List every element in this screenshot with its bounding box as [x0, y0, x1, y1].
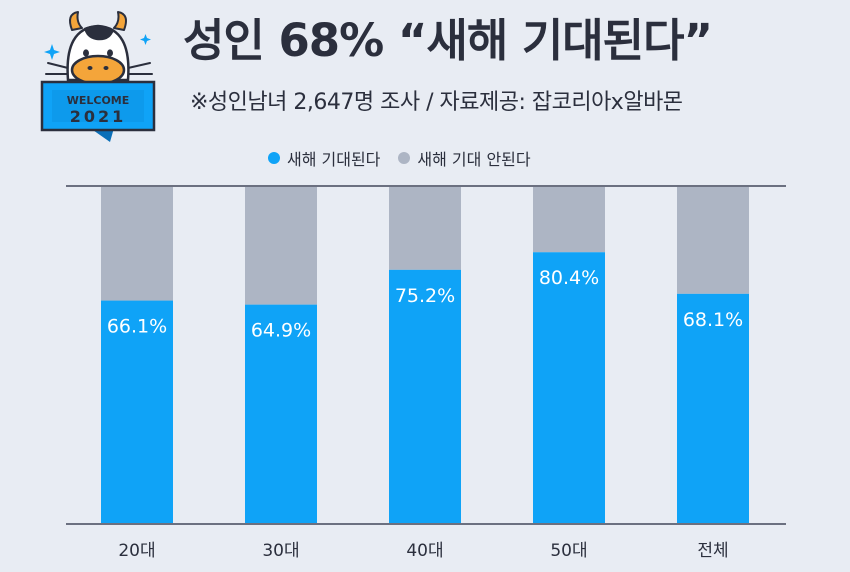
data-label-4: 68.1%: [683, 309, 743, 331]
badge-line-1: WELCOME: [67, 94, 130, 107]
bar-expected-3: [533, 252, 605, 525]
data-label-2: 75.2%: [395, 285, 455, 307]
page-title: 성인 68% “새해 기대된다”: [183, 14, 713, 67]
data-label-3: 80.4%: [539, 267, 599, 289]
chart-legend: 새해 기대된다 새해 기대 안된다: [268, 146, 531, 170]
bar-not-expected-2: [389, 186, 461, 270]
legend-label-not-expected: 새해 기대 안된다: [417, 150, 531, 169]
x-tick-label-3: 50대: [550, 541, 587, 561]
header: WELCOME 2021 성인 68% “새해 기대된다” ※성인남녀 2,64…: [0, 0, 850, 142]
bar-not-expected-1: [245, 186, 317, 305]
data-label-0: 66.1%: [107, 316, 167, 338]
x-tick-label-2: 40대: [406, 541, 443, 561]
legend-swatch-not-expected: [398, 152, 411, 164]
legend-item-not-expected: 새해 기대 안된다: [398, 146, 531, 170]
x-tick-label-0: 20대: [118, 541, 155, 561]
data-label-1: 64.9%: [251, 320, 311, 342]
bar-expected-2: [389, 269, 461, 524]
bar-not-expected-0: [101, 186, 173, 301]
bar-expected-1: [245, 304, 317, 524]
bar-not-expected-3: [533, 186, 605, 253]
bar-not-expected-4: [677, 186, 749, 294]
bar-expected-4: [677, 293, 749, 524]
badge-line-2: 2021: [70, 107, 127, 126]
ox-mascot-icon: WELCOME 2021: [40, 11, 156, 142]
legend-label-expected: 새해 기대된다: [287, 150, 381, 169]
x-tick-label-1: 30대: [262, 541, 299, 561]
x-tick-label-4: 전체: [697, 541, 728, 561]
legend-swatch-expected: [268, 152, 280, 164]
legend-item-expected: 새해 기대된다: [268, 146, 380, 170]
page-subtitle: ※성인남녀 2,647명 조사 / 자료제공: 잡코리아x알바몬: [190, 90, 683, 115]
bar-expected-0: [101, 300, 173, 524]
